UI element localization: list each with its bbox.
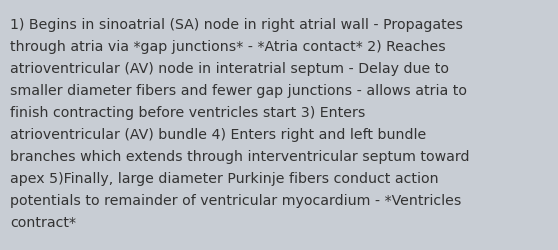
Text: potentials to remainder of ventricular myocardium - *Ventricles: potentials to remainder of ventricular m…	[10, 194, 461, 207]
Text: through atria via *gap junctions* - *Atria contact* 2) Reaches: through atria via *gap junctions* - *Atr…	[10, 40, 446, 54]
Text: contract*: contract*	[10, 216, 76, 230]
Text: 1) Begins in sinoatrial (SA) node in right atrial wall - Propagates: 1) Begins in sinoatrial (SA) node in rig…	[10, 18, 463, 32]
Text: atrioventricular (AV) bundle 4) Enters right and left bundle: atrioventricular (AV) bundle 4) Enters r…	[10, 128, 426, 141]
Text: atrioventricular (AV) node in interatrial septum - Delay due to: atrioventricular (AV) node in interatria…	[10, 62, 449, 76]
Text: branches which extends through interventricular septum toward: branches which extends through intervent…	[10, 150, 469, 164]
Text: apex 5)Finally, large diameter Purkinje fibers conduct action: apex 5)Finally, large diameter Purkinje …	[10, 172, 439, 185]
Text: finish contracting before ventricles start 3) Enters: finish contracting before ventricles sta…	[10, 106, 365, 120]
Text: smaller diameter fibers and fewer gap junctions - allows atria to: smaller diameter fibers and fewer gap ju…	[10, 84, 467, 98]
